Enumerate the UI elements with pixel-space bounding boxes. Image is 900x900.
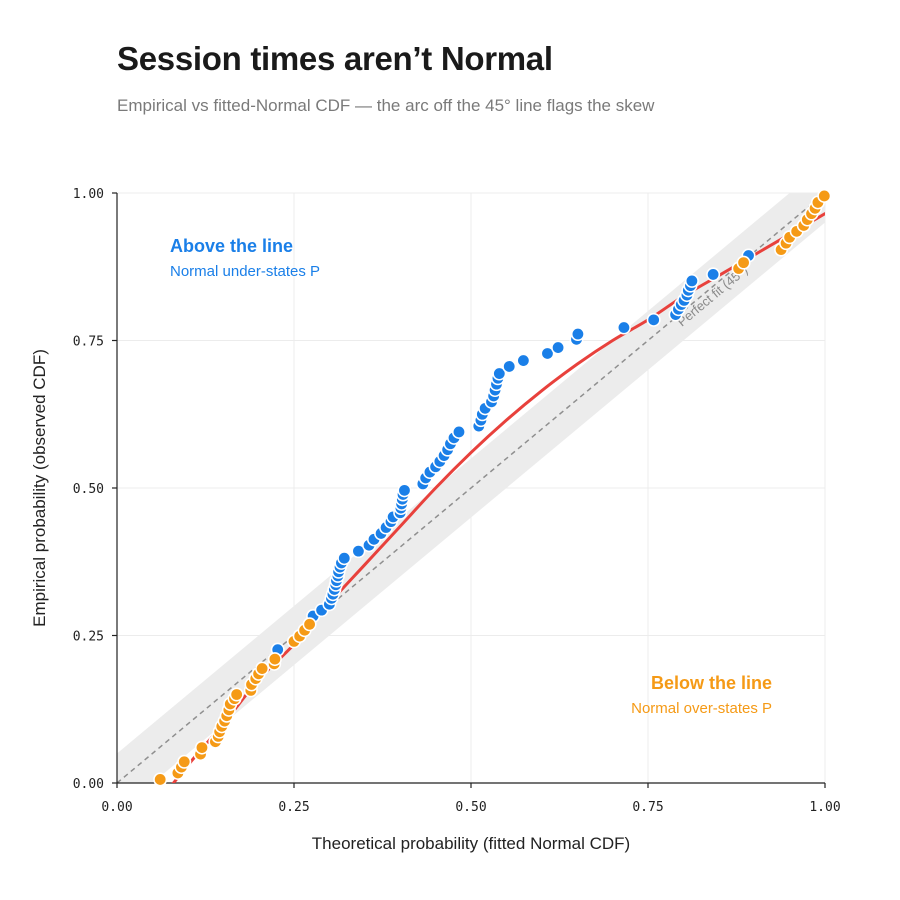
above-point [337,551,352,566]
annotation-above-subtitle: Normal under-states P [170,263,320,280]
series-below [153,188,832,787]
below-point [229,687,244,702]
x-tick-label: 0.25 [278,800,309,815]
series-above [270,248,756,657]
below-point [736,255,751,270]
y-tick-label: 0.75 [73,335,104,350]
annotation-below-title: Below the line [651,673,772,693]
annotation-above-title: Above the line [170,236,293,256]
below-point [255,661,270,676]
above-point [397,483,412,498]
above-point [516,353,531,368]
above-point [492,366,507,381]
above-point [540,346,555,361]
axes: 0.00 0.25 0.50 0.75 1.00 0.00 0.25 0.50 0.75 1.00 [73,187,841,815]
below-point [194,740,209,755]
above-point [570,327,585,342]
y-tick-label: 0.50 [73,482,104,497]
y-tick-label: 0.25 [73,630,104,645]
above-point [684,273,699,288]
x-axis-title: Theoretical probability (fitted Normal C… [312,834,630,853]
below-point [267,652,282,667]
annotation-below-subtitle: Normal over-states P [631,700,772,717]
y-axis-title: Empirical probability (observed CDF) [30,349,49,627]
y-tick-label: 1.00 [73,187,104,202]
y-tick-label: 0.00 [73,777,104,792]
above-point [706,267,721,282]
x-tick-label: 1.00 [809,800,840,815]
below-point [302,617,317,632]
below-point [177,754,192,769]
data-points [153,188,832,787]
below-point [817,188,832,203]
x-tick-label: 0.50 [455,800,486,815]
chart-subtitle: Empirical vs fitted-Normal CDF — the arc… [117,96,655,115]
reference-line [117,193,825,783]
above-point [351,544,366,559]
above-point [451,424,466,439]
above-point [502,359,517,374]
x-tick-label: 0.00 [101,800,132,815]
above-point [646,312,661,327]
below-point [153,772,168,787]
chart-title: Session times aren’t Normal [117,40,553,77]
above-point [616,320,631,335]
above-point [551,340,566,355]
x-tick-label: 0.75 [632,800,663,815]
